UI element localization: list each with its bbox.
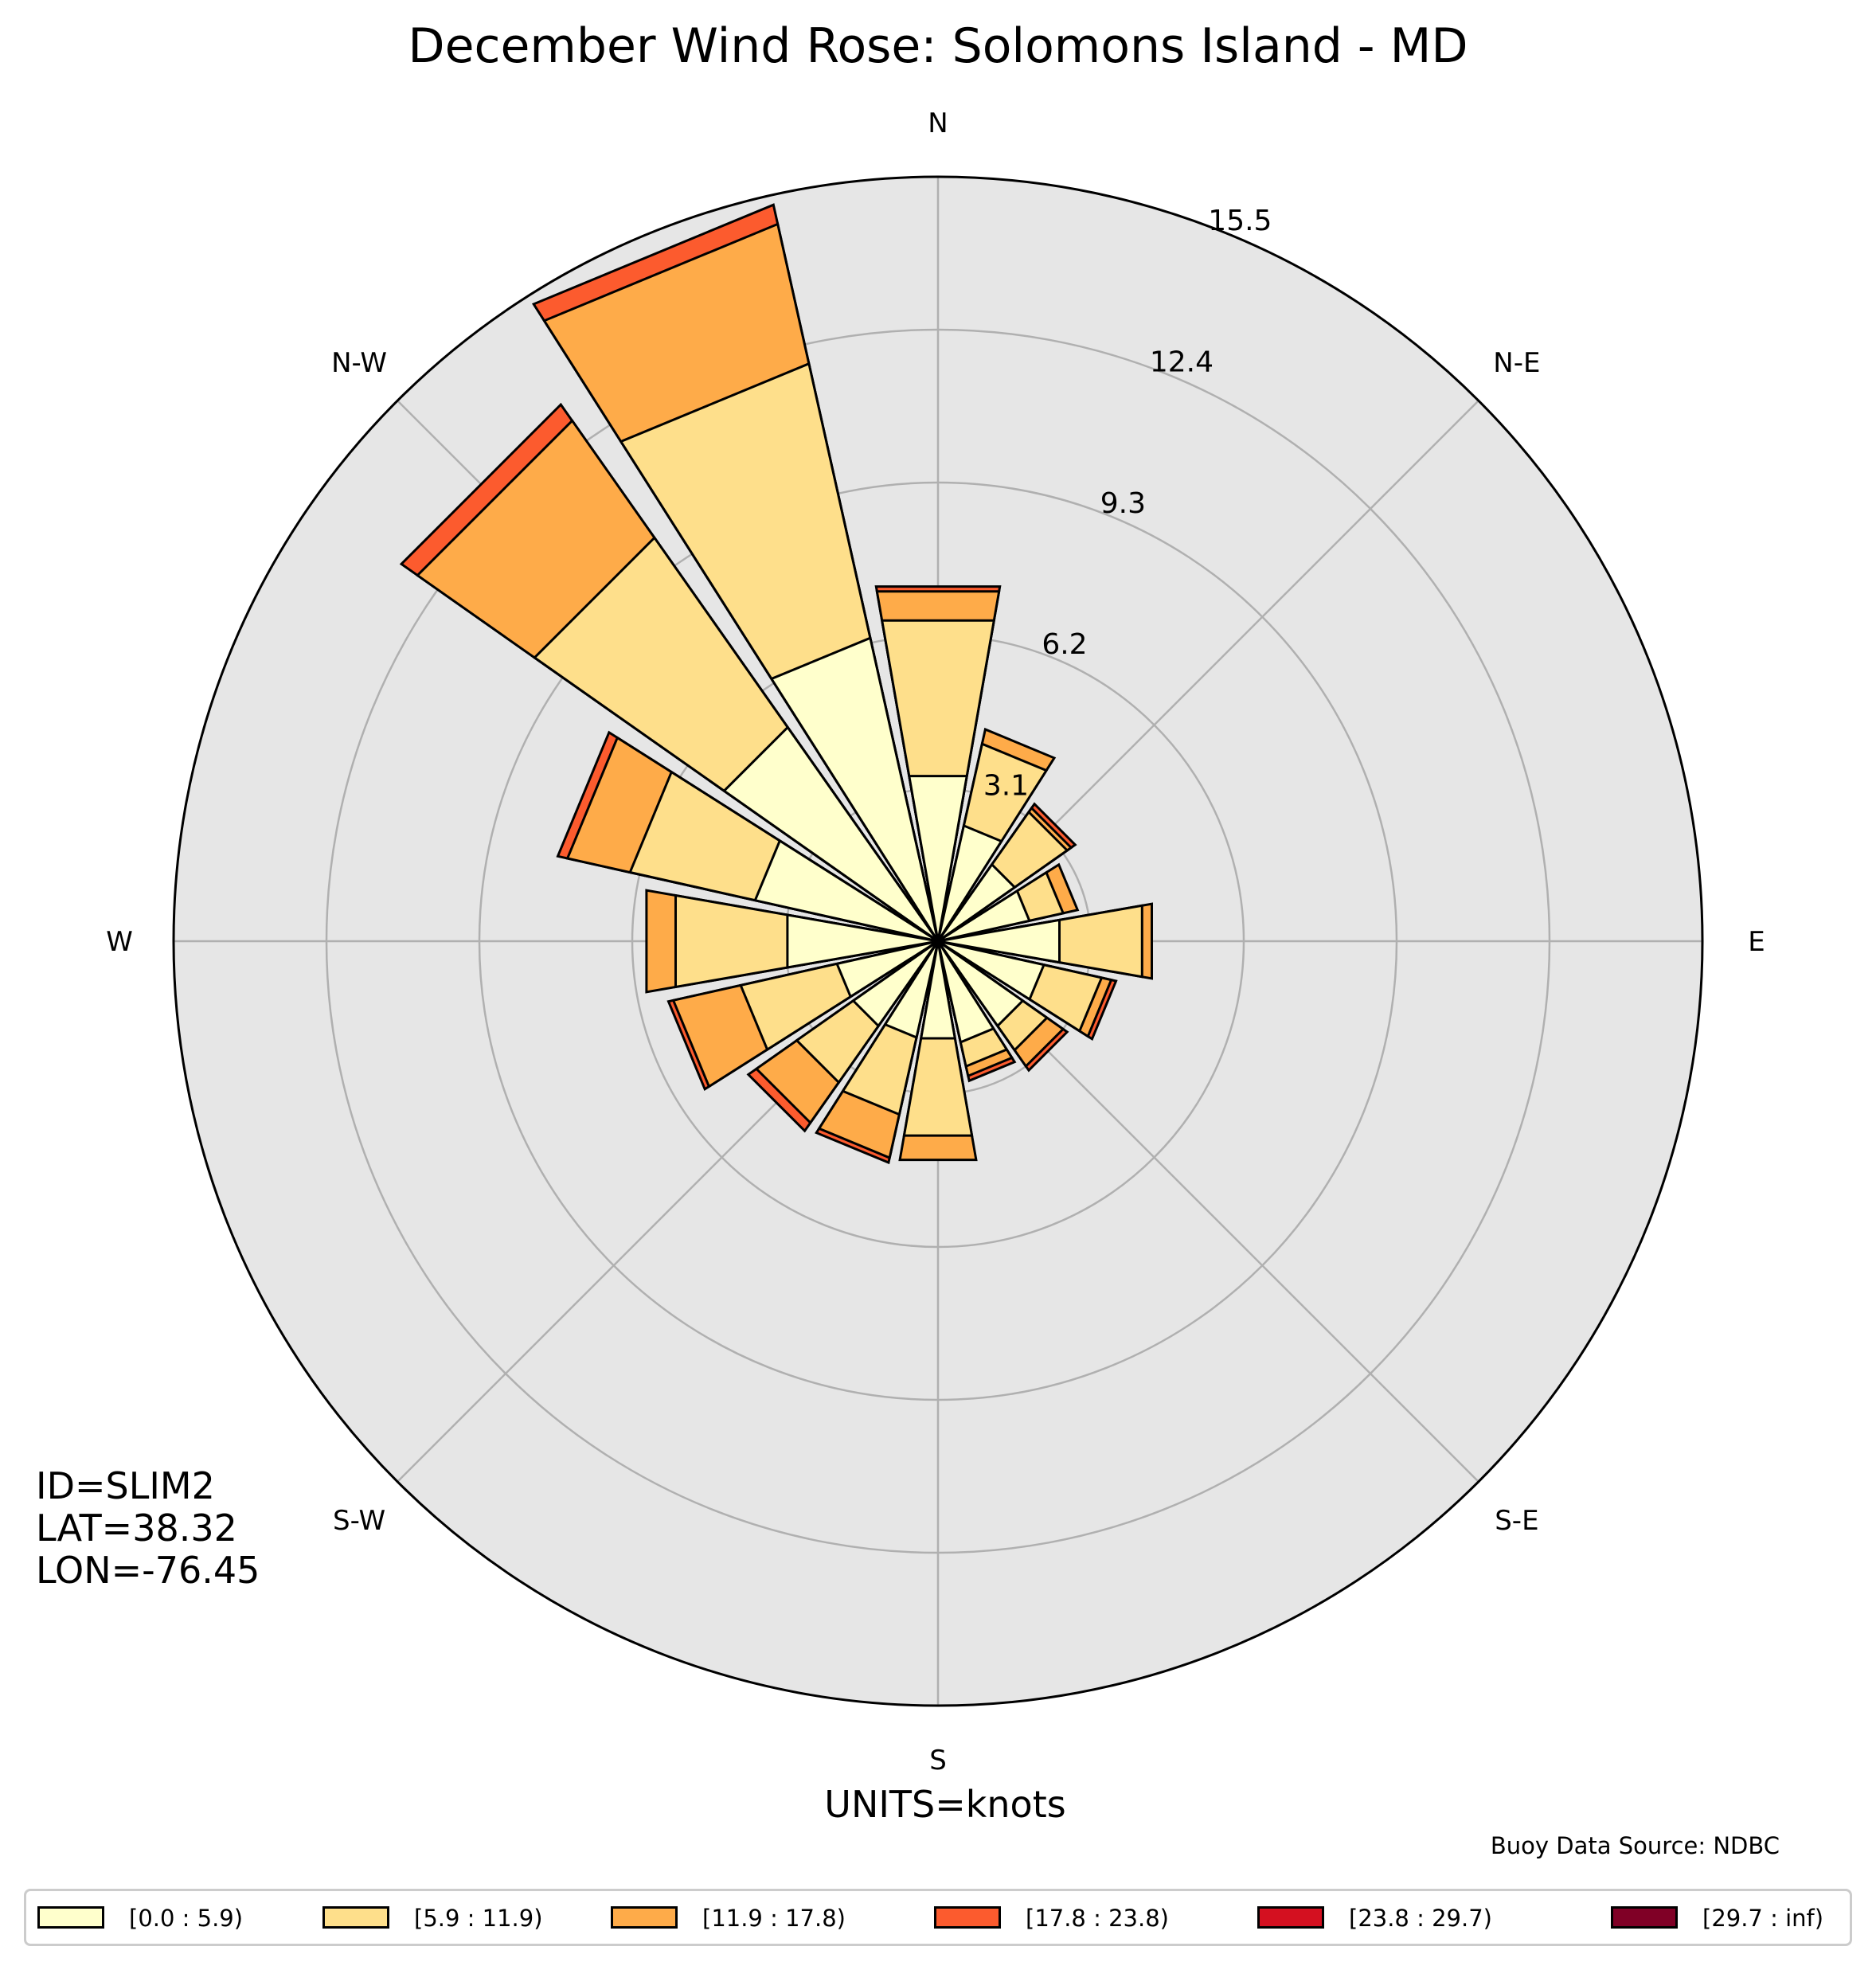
wind-rose-bar-segment (937, 889, 1031, 943)
legend-label: [17.8 : 23.8) (1026, 1905, 1169, 1932)
data-source-label: Buoy Data Source: NDBC (1491, 1832, 1780, 1859)
wind-rose-bar-segment (919, 940, 957, 1040)
wind-rose-bar-segment (936, 823, 1003, 942)
wind-rose-bar-segment (936, 940, 995, 1044)
direction-label: S (929, 1745, 947, 1776)
wind-rose-bar-segment (936, 940, 1025, 1028)
radial-tick-label: 12.4 (1150, 346, 1214, 378)
direction-label: E (1748, 926, 1765, 958)
wind-rose-bar-segment (835, 940, 939, 999)
legend: [0.0 : 5.9) [5.9 : 11.9) [11.9 : 17.8) [17.… (24, 1889, 1852, 1946)
wind-rose-bar-segment (722, 725, 940, 943)
direction-label: N (928, 107, 948, 139)
station-lon: LON=-76.45 (36, 1549, 260, 1592)
direction-label: N-W (331, 347, 387, 379)
direction-labels: N N-E E S-E S S-W W N-W (106, 107, 1765, 1776)
units-label: UNITS=knots (824, 1783, 1065, 1826)
wind-rose-bar-segment (851, 940, 940, 1028)
direction-label: S-E (1495, 1505, 1538, 1537)
legend-label: [0.0 : 5.9) (129, 1905, 244, 1932)
wind-rose-bar-segment (937, 940, 1046, 1002)
legend-label: [5.9 : 11.9) (414, 1905, 543, 1932)
wind-rose-bar-segment (908, 775, 968, 942)
legend-swatch (1257, 1906, 1324, 1929)
legend-label: [29.7 : inf) (1702, 1905, 1824, 1932)
wind-rose-bar-segment (937, 918, 1061, 964)
direction-label: W (106, 926, 133, 958)
radial-tick-labels: 3.1 6.2 9.3 12.4 15.5 (983, 205, 1272, 803)
polar-outline (172, 175, 1704, 1707)
legend-label: [23.8 : 29.7) (1349, 1905, 1492, 1932)
wind-rose-bar-segment (883, 940, 940, 1039)
wind-rose-bar-segment (769, 636, 940, 942)
legend-swatch (1611, 1906, 1678, 1929)
legend-swatch (37, 1906, 104, 1929)
legend-label: [11.9 : 17.8) (702, 1905, 846, 1932)
station-id: ID=SLIM2 (36, 1464, 215, 1507)
legend-swatch (611, 1906, 678, 1929)
radial-tick-label: 3.1 (983, 770, 1029, 803)
chart-title: December Wind Rose: Solomons Island - MD (408, 18, 1468, 74)
direction-label: N-E (1493, 347, 1540, 379)
station-lat: LAT=38.32 (36, 1507, 237, 1550)
legend-swatch (322, 1906, 389, 1929)
radial-tick-label: 9.3 (1100, 487, 1146, 520)
station-info: ID=SLIM2 LAT=38.32 LON=-76.45 (36, 1465, 260, 1592)
direction-label: S-W (333, 1505, 385, 1537)
legend-swatch (934, 1906, 1001, 1929)
wind-rose-bars (399, 203, 1153, 1165)
wind-rose-bar-segment (753, 838, 939, 943)
wind-rose-bar-segment (936, 862, 1017, 943)
radial-tick-label: 6.2 (1042, 628, 1087, 661)
radial-tick-label: 15.5 (1208, 205, 1272, 237)
wind-rose-bar-segment (786, 913, 939, 969)
